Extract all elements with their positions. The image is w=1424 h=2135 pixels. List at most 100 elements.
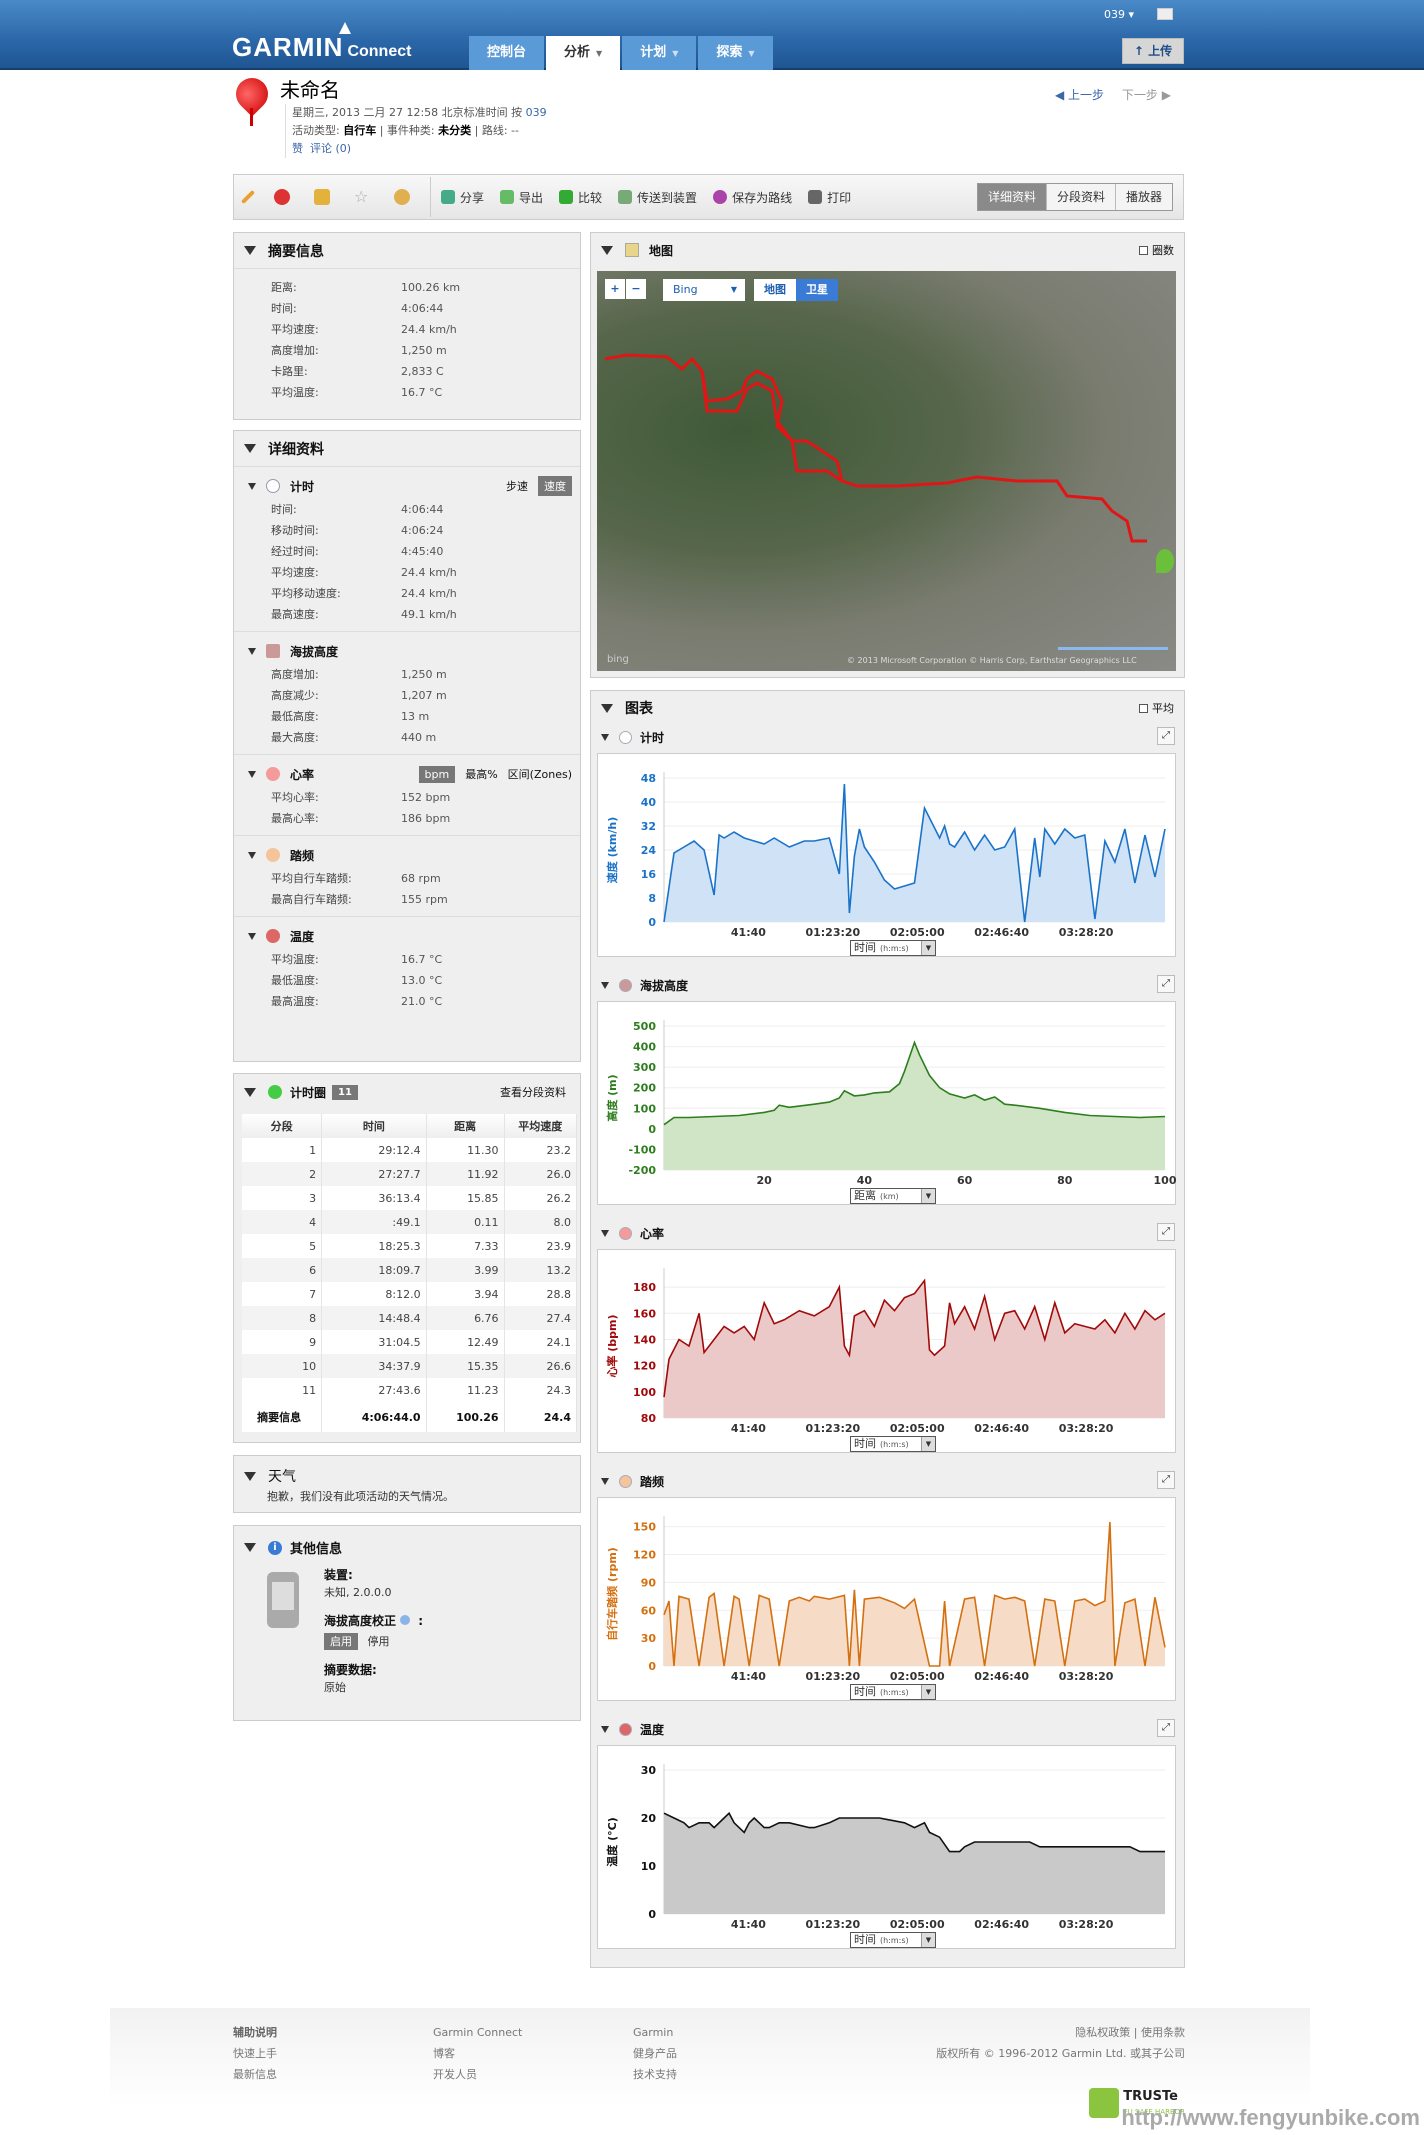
nav-tab-plan[interactable]: 计划 ▼ — [622, 36, 697, 70]
chart-header-temperature[interactable]: 温度 — [601, 1721, 664, 1738]
export-button[interactable]: 导出 — [500, 189, 543, 206]
average-checkbox[interactable] — [1139, 703, 1148, 713]
lap-row[interactable]: 4:49.1 0.11 8.0 — [242, 1210, 578, 1234]
zoom-out-button[interactable]: − — [626, 279, 646, 299]
speed-toggle[interactable]: 速度 — [538, 476, 572, 496]
expand-timing-chart-button[interactable]: ⤢ — [1157, 727, 1175, 745]
lap-row[interactable]: 7 8:12.0 3.94 28.8 — [242, 1282, 578, 1306]
max-percent-toggle[interactable]: 最高% — [465, 768, 498, 781]
chart-header-heart-rate[interactable]: 心率 — [601, 1225, 664, 1242]
zoom-in-button[interactable]: + — [605, 279, 625, 299]
start-marker-icon[interactable] — [1156, 549, 1174, 573]
chart-header-elevation[interactable]: 海拔高度 — [601, 977, 688, 994]
comment-link[interactable]: 评论 (0) — [310, 142, 352, 155]
nav-tab-dashboard[interactable]: 控制台 — [469, 36, 545, 70]
edit-icon[interactable] — [240, 189, 256, 205]
map-mode-map[interactable]: 地图 — [754, 279, 796, 301]
lap-row[interactable]: 6 18:09.7 3.99 13.2 — [242, 1258, 578, 1282]
details-header[interactable]: 详细资料 — [234, 431, 580, 467]
tab-player[interactable]: 播放器 — [1114, 184, 1172, 210]
timing-header[interactable]: 计时 步速 速度 — [234, 473, 580, 499]
enable-toggle[interactable]: 启用 — [324, 1633, 358, 1650]
expand-heart-rate-chart-button[interactable]: ⤢ — [1157, 1223, 1175, 1241]
footer-link-support[interactable]: 技术支持 — [633, 2068, 677, 2081]
x-axis-unit-select[interactable]: 时间 (h:m:s) ▼ — [850, 940, 936, 956]
user-menu[interactable]: 039 ▾ — [1104, 8, 1135, 21]
tab-splits[interactable]: 分段资料 — [1045, 184, 1115, 210]
laps-checkbox[interactable] — [1139, 245, 1148, 255]
chart-header-timing[interactable]: 计时 — [601, 729, 664, 746]
temperature-chart[interactable]: 0 10 20 30 41:40 01:23:20 02:05:00 02:46:40 03:… — [597, 1745, 1176, 1949]
map-provider-select[interactable]: Bing ▼ — [663, 279, 745, 301]
view-splits-link[interactable]: 查看分段资料 — [500, 1086, 566, 1099]
privacy-lock-icon[interactable] — [314, 189, 330, 205]
elevation-header[interactable]: 海拔高度 — [234, 638, 580, 664]
map-header[interactable]: 地图 圈数 — [591, 233, 1184, 267]
help-icon[interactable] — [400, 1615, 411, 1625]
footer-link-news[interactable]: 最新信息 — [233, 2068, 277, 2081]
lap-row[interactable]: 10 34:37.9 15.35 26.6 — [242, 1354, 578, 1378]
elevation-chart[interactable]: -200 -100 0 100 200 300 400 500 20 40 60 80 100 高度 … — [597, 1001, 1177, 1205]
x-axis-unit-select[interactable]: 距离 (km) ▼ — [850, 1188, 936, 1204]
cadence-chart[interactable]: 0 30 60 90 120 150 41:40 01:23:20 02:05:00 02:46… — [597, 1497, 1176, 1701]
lap-row[interactable]: 5 18:25.3 7.33 23.9 — [242, 1234, 578, 1258]
x-axis-unit-select[interactable]: 时间 (h:m:s) ▼ — [850, 1436, 936, 1452]
upload-button[interactable]: ↑ 上传 — [1122, 38, 1184, 64]
mail-icon[interactable] — [1157, 8, 1173, 20]
lap-row[interactable]: 2 27:27.7 11.92 26.0 — [242, 1162, 578, 1186]
cadence-header[interactable]: 踏频 — [234, 842, 580, 868]
next-activity-link[interactable]: 下一步 ▶ — [1121, 88, 1171, 102]
satellite-map[interactable]: + − Bing ▼ 地图 卫星 bing © 2013 Microsoft Co… — [597, 271, 1176, 671]
badge-icon[interactable] — [394, 189, 410, 205]
disable-toggle[interactable]: 停用 — [367, 1635, 390, 1648]
lap-row[interactable]: 3 36:13.4 15.85 26.2 — [242, 1186, 578, 1210]
nav-tab-explore[interactable]: 探索 ▼ — [698, 36, 773, 70]
send-to-device-button[interactable]: 传送到装置 — [618, 189, 697, 206]
heart-rate-header[interactable]: 心率 bpm 最高% 区间(Zones) — [234, 761, 580, 787]
heart-rate-chart[interactable]: 80 100 120 140 160 180 41:40 01:23:20 02:05:00 0… — [597, 1249, 1176, 1453]
footer-link-quickstart[interactable]: 快速上手 — [233, 2047, 277, 2060]
map-mode-satellite[interactable]: 卫星 — [796, 279, 838, 301]
print-button[interactable]: 打印 — [808, 189, 851, 206]
expand-cadence-chart-button[interactable]: ⤢ — [1157, 1471, 1175, 1489]
like-link[interactable]: 赞 — [292, 142, 303, 155]
prev-activity-link[interactable]: ◀ 上一步 — [1055, 88, 1105, 102]
x-axis-unit-select[interactable]: 时间 (h:m:s) ▼ — [850, 1684, 936, 1700]
footer-link-developers[interactable]: 开发人员 — [433, 2068, 477, 2081]
compare-button[interactable]: 比较 — [559, 189, 602, 206]
zones-toggle[interactable]: 区间(Zones) — [507, 768, 572, 781]
favorite-star-icon[interactable]: ☆ — [354, 187, 369, 206]
share-button[interactable]: 分享 — [441, 189, 484, 206]
save-as-course-button[interactable]: 保存为路线 — [713, 189, 792, 206]
footer-link-blog[interactable]: 博客 — [433, 2047, 455, 2060]
lap-row[interactable]: 1 29:12.4 11.30 23.2 — [242, 1138, 578, 1162]
nav-tab-analyze[interactable]: 分析 ▼ — [546, 36, 621, 70]
delete-icon[interactable] — [274, 189, 290, 205]
tab-details[interactable]: 详细资料 — [977, 184, 1046, 210]
lap-row[interactable]: 11 27:43.6 11.23 24.3 — [242, 1378, 578, 1402]
other-info-header[interactable]: i 其他信息 — [234, 1526, 580, 1563]
lap-row[interactable]: 9 31:04.5 12.49 24.1 — [242, 1330, 578, 1354]
summary-header[interactable]: 摘要信息 — [234, 233, 580, 269]
charts-panel: 图表 平均 计时 ⤢ 0 8 16 24 32 40 48 41:40 01:23:20 02:0… — [590, 690, 1185, 1968]
temperature-header[interactable]: 温度 — [234, 923, 580, 949]
svg-text:温度 (°C): 温度 (°C) — [605, 1817, 619, 1866]
expand-temperature-chart-button[interactable]: ⤢ — [1157, 1719, 1175, 1737]
truste-badge[interactable]: TRUSTe EU SAFE HARBOR — [1089, 2088, 1185, 2118]
expand-elevation-chart-button[interactable]: ⤢ — [1157, 975, 1175, 993]
activity-title[interactable]: 未命名 — [280, 78, 340, 102]
laps-header[interactable]: 计时圈 11 查看分段资料 — [234, 1074, 580, 1110]
lap-row[interactable]: 8 14:48.4 6.76 27.4 — [242, 1306, 578, 1330]
owner-link[interactable]: 039 — [525, 106, 547, 119]
bpm-toggle[interactable]: bpm — [418, 765, 456, 783]
footer-link-fitness[interactable]: 健身产品 — [633, 2047, 677, 2060]
x-axis-unit-select[interactable]: 时间 (h:m:s) ▼ — [850, 1932, 936, 1948]
weather-header[interactable]: 天气 — [234, 1456, 580, 1488]
timing-icon — [619, 731, 632, 744]
privacy-terms-links[interactable]: 隐私权政策 | 使用条款 — [1075, 2026, 1185, 2039]
timing-chart[interactable]: 0 8 16 24 32 40 48 41:40 01:23:20 02:05:00 02:46:… — [597, 753, 1176, 957]
chart-header-cadence[interactable]: 踏频 — [601, 1473, 664, 1490]
garmin-connect-logo[interactable]: GARMIN Connect — [232, 22, 411, 63]
pace-toggle[interactable]: 步速 — [506, 480, 528, 493]
charts-header[interactable]: 图表 平均 — [591, 691, 1184, 725]
